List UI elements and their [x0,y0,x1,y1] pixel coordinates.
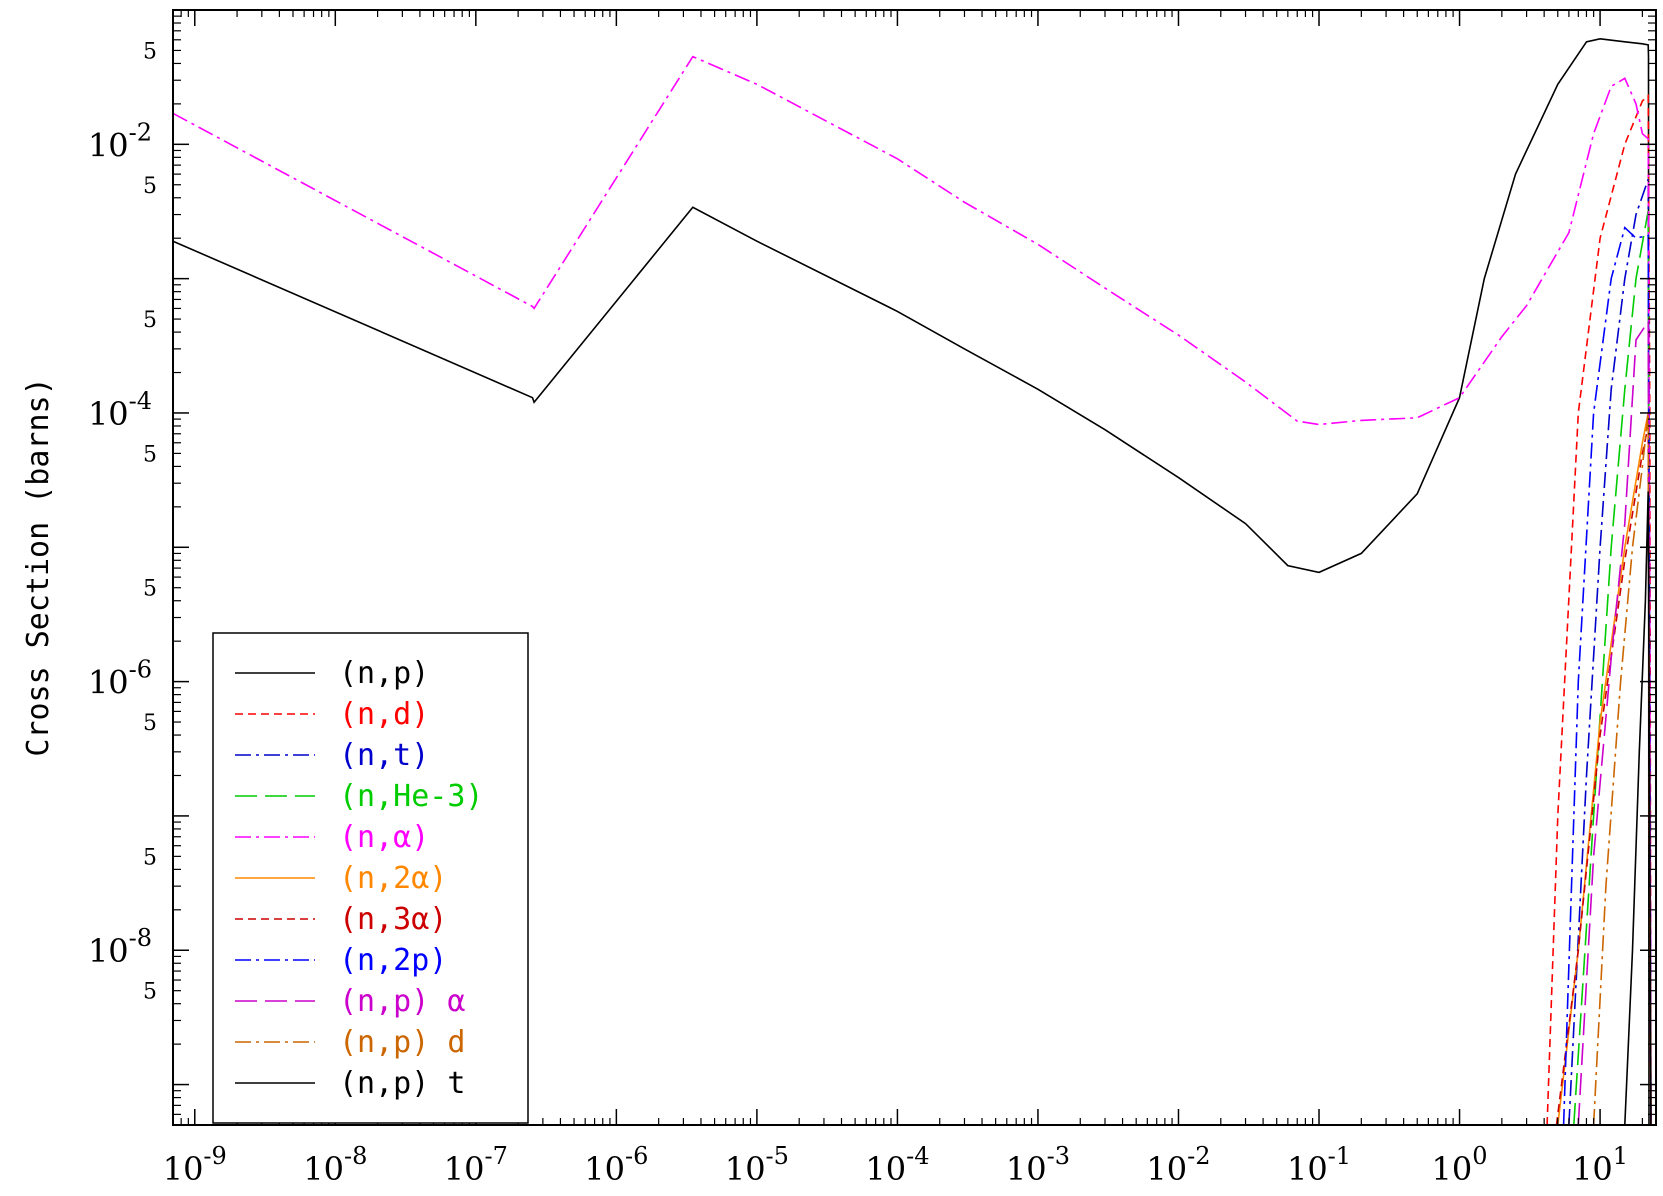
x-tick-label: 10-2 [1146,1142,1210,1188]
legend-label: (n,3α) [339,902,447,937]
legend-label: (n,2p) [339,943,447,978]
y-minor-tick-label: 5 [143,442,157,467]
legend-label: (n,p) t [339,1066,465,1101]
y-axis-title: Cross Section (barns) [21,377,56,756]
legend-label: (n,t) [339,738,429,773]
legend-label: (n,p) d [339,1025,465,1060]
y-minor-tick-label: 5 [143,174,157,199]
series-line-11 [1624,491,1652,1125]
y-minor-tick-label: 5 [143,845,157,870]
tick-layer: 10-9 10-8 10-7 10-6 10-5 10-4 10-3 10-2 10-1 100 1… [88,9,1656,1188]
legend-label: (n,2α) [339,861,447,896]
y-minor-tick-label: 5 [143,308,157,333]
y-tick-label: 10-2 [88,118,152,164]
y-minor-tick-label: 5 [143,980,157,1005]
legend-label: (n,p) α [339,984,465,1019]
y-tick-label: 10-8 [88,924,152,970]
x-tick-label: 100 [1432,1142,1488,1188]
x-tick-label: 10-5 [725,1142,789,1188]
y-minor-tick-label: 5 [143,577,157,602]
legend: (n,p) (n,d) (n,t) (n,He-3) (n,α) (n,2α) (n,3α)… [212,632,529,1124]
x-tick-label: 10-7 [444,1142,508,1188]
legend-label: (n,He-3) [339,779,484,814]
x-tick-label: 10-3 [1006,1142,1070,1188]
series-line-5 [173,55,1652,1125]
x-tick-label: 10-8 [303,1142,367,1188]
legend-label: (n,d) [339,697,429,732]
legend-label: (n,p) [339,656,429,691]
series-line-9 [1577,318,1652,1125]
x-tick-label: 10-1 [1287,1142,1351,1188]
y-tick-label: 10-4 [88,387,152,433]
series-line-10 [1592,412,1652,1125]
x-tick-label: 10-9 [163,1142,227,1188]
series-line-1 [173,37,1650,1125]
x-tick-label: 101 [1572,1142,1628,1188]
x-tick-label: 10-6 [584,1142,648,1188]
series-line-6 [1557,412,1652,1125]
y-minor-tick-label: 5 [143,39,157,64]
legend-label: (n,α) [339,820,429,855]
series-line-2 [1546,93,1652,1125]
y-tick-label: 10-6 [88,656,152,702]
x-tick-label: 10-4 [865,1142,929,1188]
series-layer [173,37,1652,1125]
y-minor-tick-label: 5 [143,711,157,736]
